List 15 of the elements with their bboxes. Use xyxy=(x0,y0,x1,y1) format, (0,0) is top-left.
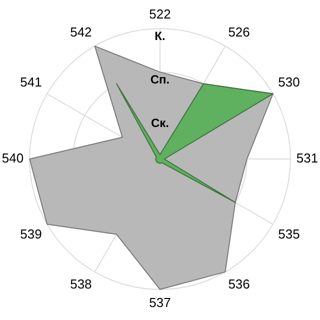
spoke-label: 526 xyxy=(228,24,250,40)
spoke-label: 536 xyxy=(228,276,250,292)
spoke-label: 538 xyxy=(70,276,92,292)
spoke-label: 537 xyxy=(149,294,171,310)
y-tick-label: Ск. xyxy=(150,116,170,130)
spoke-label: 540 xyxy=(2,150,24,166)
spoke-label: 531 xyxy=(296,150,318,166)
spoke-label: 541 xyxy=(20,74,42,90)
spoke-label: 522 xyxy=(149,6,171,22)
spoke-label: 530 xyxy=(278,74,300,90)
y-tick-label: Сп. xyxy=(150,72,170,86)
spoke-label: 542 xyxy=(70,24,92,40)
y-tick-label: К. xyxy=(154,28,166,43)
spoke-label: 539 xyxy=(20,226,42,242)
spoke-label: 535 xyxy=(278,226,300,242)
